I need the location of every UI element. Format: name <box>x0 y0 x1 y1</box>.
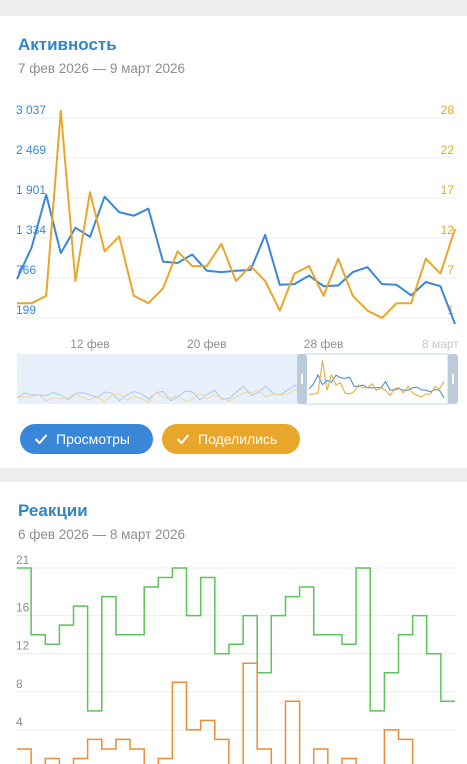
activity-period: 7 фев 2026 — 9 март 2026 <box>18 61 186 76</box>
reactions-period: 6 фев 2026 — 8 март 2026 <box>18 527 186 542</box>
y-right-tick-label: 12 <box>441 223 455 237</box>
y-left-tick-label: 1 901 <box>16 183 46 197</box>
toggle-views[interactable]: Просмотры <box>20 424 153 454</box>
x-tick-label: 20 фев <box>187 337 227 351</box>
x-tick-label: 12 фев <box>70 337 110 351</box>
reactions-step-line <box>17 662 414 764</box>
y-tick-label: 4 <box>16 715 23 729</box>
y-left-tick-label: 1 334 <box>16 223 46 237</box>
y-right-tick-label: 22 <box>441 143 455 157</box>
navigator-window-views <box>308 373 445 399</box>
y-right-tick-label: 17 <box>441 183 455 197</box>
activity-title: Активность <box>18 35 117 54</box>
y-left-tick-label: 199 <box>16 303 36 317</box>
y-tick-label: 12 <box>16 639 30 653</box>
navigator-window-shares <box>309 360 445 398</box>
y-tick-label: 21 <box>16 554 30 567</box>
x-tick-label: 28 фев <box>304 337 344 351</box>
series-line <box>16 193 456 325</box>
reactions-chart: 21 16 12 8 4 <box>15 554 457 764</box>
x-tick-label: 8 март <box>422 337 459 351</box>
check-icon <box>35 434 47 444</box>
toggle-shares-label: Поделились <box>198 431 278 447</box>
range-navigator[interactable] <box>0 350 467 406</box>
y-right-tick-label: 28 <box>441 103 455 117</box>
check-icon <box>177 434 189 444</box>
y-tick-label: 16 <box>16 601 30 615</box>
reactions-card: Реакции 6 фев 2026 — 8 март 2026 21 16 12 8… <box>0 482 467 764</box>
y-right-tick-label: 1 <box>447 303 454 317</box>
reactions-title: Реакции <box>18 501 88 520</box>
navigator-window <box>304 353 449 405</box>
toggle-shares[interactable]: Поделились <box>162 424 300 454</box>
series-line <box>17 109 456 319</box>
y-right-tick-label: 7 <box>447 263 454 277</box>
toggle-views-label: Просмотры <box>56 431 130 447</box>
y-left-tick-label: 3 037 <box>16 103 46 117</box>
y-tick-label: 8 <box>16 677 23 691</box>
y-left-tick-label: 766 <box>16 263 36 277</box>
activity-card: Активность 7 фев 2026 — 9 март 2026 199 1… <box>0 16 467 468</box>
activity-chart: 199 1 766 7 1 334 12 1 901 17 2 469 22 3 037 28 12 ф… <box>15 103 459 351</box>
y-left-tick-label: 2 469 <box>16 143 46 157</box>
reactions-step-line <box>17 567 455 712</box>
